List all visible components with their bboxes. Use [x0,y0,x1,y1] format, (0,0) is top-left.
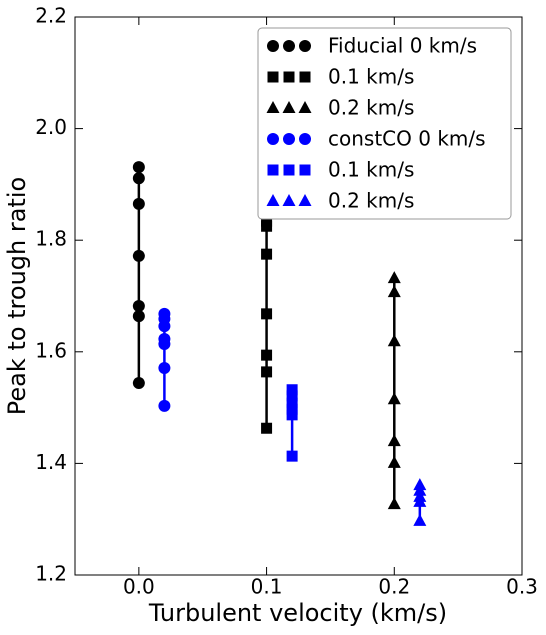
marker [261,248,273,260]
marker [286,397,298,409]
marker [387,455,401,468]
marker [286,384,298,396]
marker [387,271,401,284]
marker [267,71,279,83]
x-tick-label: 0.1 [251,575,283,599]
marker [299,164,311,176]
x-axis-label: Turbulent velocity (km/s) [148,599,447,627]
marker [283,133,295,145]
marker [387,285,401,298]
marker [158,337,171,350]
y-tick-label: 1.8 [35,227,67,251]
legend-label: Fiducial 0 km/s [328,34,477,58]
marker [286,403,298,415]
marker [283,71,295,83]
y-tick-label: 2.2 [35,4,67,28]
y-tick-label: 2.0 [35,115,67,139]
marker [286,409,298,421]
x-tick-label: 0.3 [506,575,538,599]
legend-label: 0.1 km/s [328,158,414,182]
legend-label: 0.1 km/s [328,65,414,89]
marker [282,194,296,206]
marker [283,164,295,176]
legend-label: constCO 0 km/s [328,127,486,151]
marker [158,361,171,374]
marker [387,434,401,447]
marker [261,366,273,378]
marker [283,40,295,52]
marker [298,101,312,113]
marker [158,320,171,333]
y-tick-label: 1.2 [35,562,67,586]
y-tick-label: 1.6 [35,338,67,362]
marker [132,197,145,210]
marker [298,194,312,206]
marker [299,71,311,83]
marker [299,40,311,52]
marker [132,310,145,323]
marker [387,334,401,347]
marker [299,133,311,145]
legend: Fiducial 0 km/s 0.1 km/s 0.2 km/s constCO 0… [257,27,512,220]
y-axis-label: Peak to trough ratio [3,177,31,415]
marker [413,483,427,496]
marker [286,450,298,462]
marker [261,220,273,232]
marker [132,161,145,174]
marker [413,513,427,526]
marker [261,349,273,361]
marker [387,392,401,405]
marker [413,494,427,507]
marker [266,101,280,113]
marker [158,399,171,412]
marker [266,194,280,206]
marker [267,40,279,52]
marker [261,422,273,434]
marker [132,377,145,390]
marker [387,497,401,510]
x-tick-label: 0.0 [123,575,155,599]
legend-box [257,27,512,220]
legend-label: 0.2 km/s [328,96,414,120]
marker [132,300,145,313]
marker [132,249,145,262]
y-tick-label: 1.4 [35,450,67,474]
plot-frame [74,16,523,576]
marker [267,164,279,176]
marker [261,308,273,320]
marker [267,133,279,145]
x-tick-label: 0.2 [378,575,410,599]
marker [132,172,145,185]
marker [282,101,296,113]
marker [286,390,298,402]
legend-label: 0.2 km/s [328,189,414,213]
